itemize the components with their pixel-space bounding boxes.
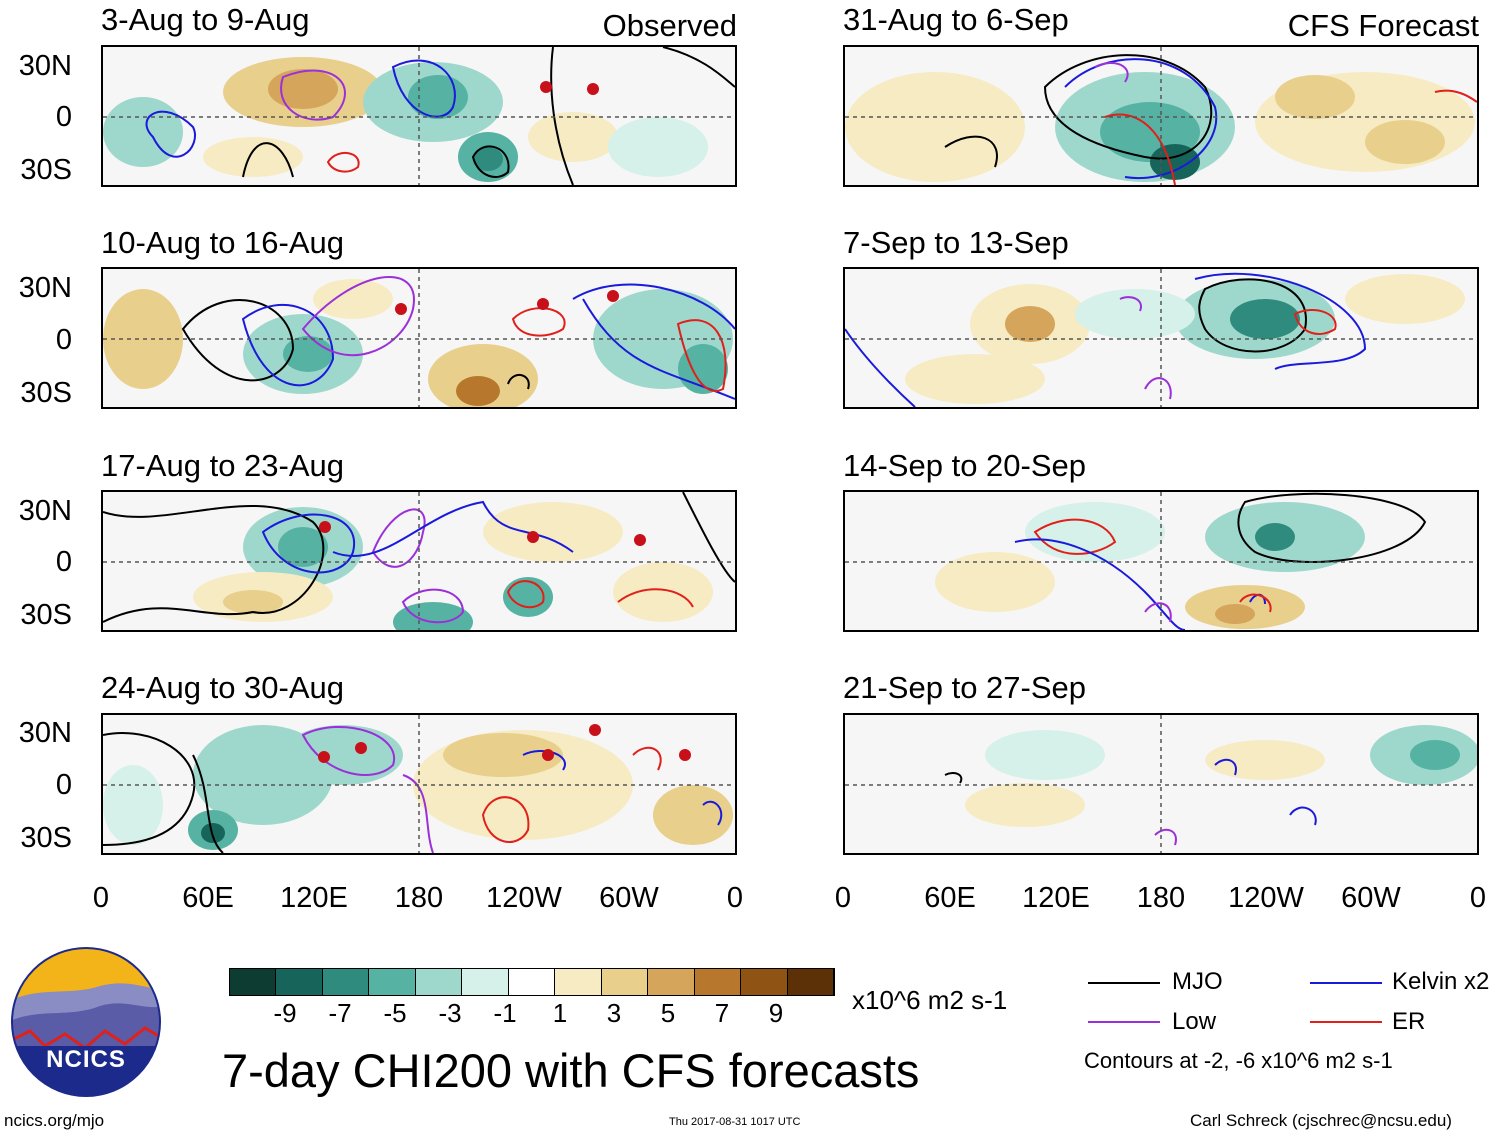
map-panel-fcst-2 (843, 267, 1479, 409)
panel-title-fcst-4: 21-Sep to 27-Sep (843, 670, 1087, 705)
colorbar-swatch (787, 969, 835, 995)
colorbar-swatch (648, 969, 695, 995)
lat-label-30n: 30N (18, 495, 72, 527)
lon-label: 120E (1022, 882, 1090, 914)
colorbar-swatch (741, 969, 788, 995)
legend-label-mjo: MJO (1172, 968, 1223, 995)
colorbar-label: -9 (273, 998, 297, 1028)
lon-label: 180 (1136, 882, 1186, 914)
colorbar (229, 968, 835, 996)
lon-label: 60E (924, 882, 976, 914)
lat-label-eq: 0 (55, 101, 72, 133)
legend-line-mjo (1088, 982, 1160, 984)
colorbar-swatch (276, 969, 323, 995)
lon-label: 60E (182, 882, 234, 914)
panel-title-fcst-1: 31-Aug to 6-Sep (843, 2, 1069, 37)
colorbar-swatch (322, 969, 370, 995)
legend-label-er: ER (1392, 1008, 1426, 1035)
colorbar-label: -1 (493, 998, 517, 1028)
colorbar-label: -7 (328, 998, 352, 1028)
lat-label-30s: 30S (20, 822, 72, 854)
legend-label-kelvin: Kelvin x2 (1392, 968, 1490, 995)
lon-label: 120W (1228, 882, 1304, 914)
footer-website: ncics.org/mjo (4, 1111, 105, 1130)
map-panel-fcst-4 (843, 713, 1479, 855)
contours-note: Contours at -2, -6 x10^6 m2 s-1 (1084, 1048, 1393, 1073)
ncics-logo: NCICS (10, 946, 162, 1098)
colorbar-swatch (694, 969, 742, 995)
lat-label-eq: 0 (55, 769, 72, 801)
colorbar-units: x10^6 m2 s-1 (852, 985, 1008, 1015)
colorbar-swatch (415, 969, 463, 995)
forecast-column-label: CFS Forecast (1287, 8, 1479, 43)
map-panel-fcst-3 (843, 490, 1479, 632)
lat-label-30s: 30S (20, 599, 72, 631)
lon-label: 120W (486, 882, 562, 914)
colorbar-label: -5 (383, 998, 407, 1028)
colorbar-swatch (462, 969, 509, 995)
panel-title-obs-4: 24-Aug to 30-Aug (101, 670, 345, 705)
colorbar-swatch (555, 969, 602, 995)
lon-label: 60W (1341, 882, 1401, 914)
colorbar-label: 7 (714, 998, 730, 1028)
footer-timestamp: Thu 2017-08-31 1017 UTC (669, 1116, 801, 1128)
legend-line-er (1310, 1021, 1382, 1023)
lat-label-eq: 0 (55, 546, 72, 578)
legend-line-low (1088, 1021, 1160, 1023)
footer-author: Carl Schreck (cjschrec@ncsu.edu) (1190, 1111, 1452, 1130)
main-title: 7-day CHI200 with CFS forecasts (222, 1044, 920, 1097)
map-panel-obs-3 (101, 490, 737, 632)
lon-label: 0 (92, 882, 110, 914)
panel-title-obs-2: 10-Aug to 16-Aug (101, 225, 345, 260)
lat-label-30n: 30N (18, 50, 72, 82)
legend-line-kelvin (1310, 982, 1382, 984)
colorbar-swatch (230, 969, 277, 995)
lat-label-30s: 30S (20, 377, 72, 409)
map-panel-obs-2 (101, 267, 737, 409)
colorbar-swatch (601, 969, 649, 995)
lon-label: 0 (726, 882, 744, 914)
lat-label-30n: 30N (18, 717, 72, 749)
lat-label-30n: 30N (18, 272, 72, 304)
map-panel-fcst-1 (843, 45, 1479, 187)
colorbar-swatch (369, 969, 416, 995)
lat-label-eq: 0 (55, 324, 72, 356)
legend-label-low: Low (1172, 1008, 1217, 1035)
colorbar-label: 5 (660, 998, 676, 1028)
lon-label: 0 (1469, 882, 1487, 914)
map-panel-obs-4 (101, 713, 737, 855)
panel-title-obs-3: 17-Aug to 23-Aug (101, 448, 345, 483)
colorbar-label: 3 (606, 998, 622, 1028)
lon-label: 0 (834, 882, 852, 914)
colorbar-label: 9 (768, 998, 784, 1028)
lat-label-30s: 30S (20, 154, 72, 186)
lon-label: 60W (599, 882, 659, 914)
colorbar-label: 1 (552, 998, 568, 1028)
logo-text: NCICS (46, 1046, 126, 1073)
colorbar-label: -3 (438, 998, 462, 1028)
panel-title-obs-1: 3-Aug to 9-Aug (101, 2, 310, 37)
observed-column-label: Observed (602, 8, 737, 43)
panel-title-fcst-2: 7-Sep to 13-Sep (843, 225, 1069, 260)
panel-title-fcst-3: 14-Sep to 20-Sep (843, 448, 1087, 483)
lon-label: 180 (394, 882, 444, 914)
map-panel-obs-1 (101, 45, 737, 187)
lon-label: 120E (280, 882, 348, 914)
colorbar-swatch (508, 969, 556, 995)
